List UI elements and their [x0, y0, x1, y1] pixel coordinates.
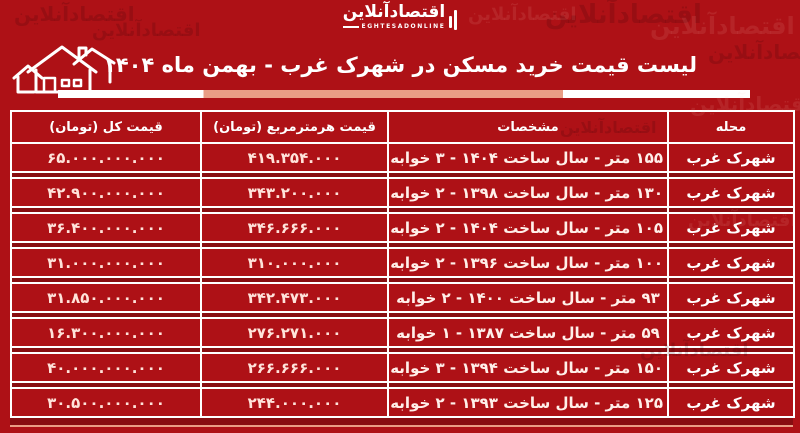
row-gap — [10, 277, 795, 283]
row-gap — [10, 347, 795, 353]
table-row: شهرک غرب ۱۳۰ متر - سال ساخت ۱۳۹۸ - ۲ خوا… — [10, 177, 795, 208]
table-row: شهرک غرب ۱۵۵ متر - سال ساخت ۱۴۰۴ - ۳ خوا… — [10, 142, 795, 173]
column-header-price-per-m2: قیمت هرمترمربع (تومان) — [200, 110, 389, 144]
cell-total-price: ۳۶.۴۰۰.۰۰۰.۰۰۰ — [10, 212, 202, 243]
cell-total-price: ۴۲.۹۰۰.۰۰۰.۰۰۰ — [10, 177, 202, 208]
cell-price-per-m2: ۲۶۶.۶۶۶.۰۰۰ — [200, 352, 389, 383]
cell-total-price: ۳۱.۸۵۰.۰۰۰.۰۰۰ — [10, 282, 202, 313]
cell-total-price: ۶۵.۰۰۰.۰۰۰.۰۰۰ — [10, 142, 202, 173]
cell-total-price: ۳۱.۰۰۰.۰۰۰.۰۰۰ — [10, 247, 202, 278]
column-header-neighborhood: محله — [667, 110, 795, 144]
row-gap — [10, 242, 795, 248]
cell-price-per-m2: ۳۱۰.۰۰۰.۰۰۰ — [200, 247, 389, 278]
cell-neighborhood: شهرک غرب — [667, 212, 795, 243]
row-gap — [10, 207, 795, 213]
cell-price-per-m2: ۲۷۶.۲۷۱.۰۰۰ — [200, 317, 389, 348]
cell-specs: ۱۰۵ متر - سال ساخت ۱۴۰۴ - ۲ خوابه — [387, 212, 669, 243]
cell-neighborhood: شهرک غرب — [667, 387, 795, 418]
cell-specs: ۱۵۰ متر - سال ساخت ۱۳۹۴ - ۳ خوابه — [387, 352, 669, 383]
table-header-row: محله مشخصات قیمت هرمترمربع (تومان) قیمت … — [10, 110, 795, 144]
table-row: شهرک غرب ۱۰۵ متر - سال ساخت ۱۴۰۴ - ۲ خوا… — [10, 212, 795, 243]
cell-neighborhood: شهرک غرب — [667, 352, 795, 383]
logo-underline — [342, 25, 359, 28]
cell-price-per-m2: ۴۱۹.۳۵۴.۰۰۰ — [200, 142, 389, 173]
title-underline-bar — [58, 90, 750, 98]
cell-price-per-m2: ۳۴۶.۶۶۶.۰۰۰ — [200, 212, 389, 243]
table-row: شهرک غرب ۱۲۵ متر - سال ساخت ۱۳۹۳ - ۲ خوا… — [10, 387, 795, 418]
cell-neighborhood: شهرک غرب — [667, 177, 795, 208]
table-bottom-strip — [10, 418, 793, 427]
cell-price-per-m2: ۳۴۳.۲۰۰.۰۰۰ — [200, 177, 389, 208]
site-logo: اقتصادآنلاین EGHTESADONLINE — [0, 2, 800, 30]
cell-specs: ۱۵۵ متر - سال ساخت ۱۴۰۴ - ۳ خوابه — [387, 142, 669, 173]
cell-specs: ۱۰۰ متر - سال ساخت ۱۳۹۶ - ۲ خوابه — [387, 247, 669, 278]
row-gap — [10, 172, 795, 178]
cell-neighborhood: شهرک غرب — [667, 317, 795, 348]
site-logo-persian: اقتصادآنلاین — [342, 2, 446, 22]
site-logo-latin: EGHTESADONLINE — [361, 23, 446, 30]
logo-bars-icon — [449, 10, 458, 30]
price-table-wrap: محله مشخصات قیمت هرمترمربع (تومان) قیمت … — [10, 110, 795, 427]
cell-total-price: ۳۰.۵۰۰.۰۰۰.۰۰۰ — [10, 387, 202, 418]
page-title: لیست قیمت خرید مسکن در شهرک غرب - بهمن م… — [103, 53, 697, 77]
row-gap — [10, 382, 795, 388]
cell-neighborhood: شهرک غرب — [667, 282, 795, 313]
cell-specs: ۹۳ متر - سال ساخت ۱۴۰۰ - ۲ خوابه — [387, 282, 669, 313]
cell-total-price: ۱۶.۳۰۰.۰۰۰.۰۰۰ — [10, 317, 202, 348]
cell-price-per-m2: ۲۴۴.۰۰۰.۰۰۰ — [200, 387, 389, 418]
table-row: شهرک غرب ۵۹ متر - سال ساخت ۱۳۸۷ - ۱ خواب… — [10, 317, 795, 348]
column-header-specs: مشخصات — [387, 110, 669, 144]
cell-price-per-m2: ۳۴۲.۴۷۳.۰۰۰ — [200, 282, 389, 313]
column-header-total-price: قیمت کل (تومان) — [10, 110, 202, 144]
cell-specs: ۱۲۵ متر - سال ساخت ۱۳۹۳ - ۲ خوابه — [387, 387, 669, 418]
table-row: شهرک غرب ۱۵۰ متر - سال ساخت ۱۳۹۴ - ۳ خوا… — [10, 352, 795, 383]
houses-icon — [12, 42, 120, 98]
cell-neighborhood: شهرک غرب — [667, 142, 795, 173]
price-table: محله مشخصات قیمت هرمترمربع (تومان) قیمت … — [10, 110, 795, 418]
row-gap — [10, 312, 795, 318]
cell-specs: ۱۳۰ متر - سال ساخت ۱۳۹۸ - ۲ خوابه — [387, 177, 669, 208]
cell-neighborhood: شهرک غرب — [667, 247, 795, 278]
table-row: شهرک غرب ۹۳ متر - سال ساخت ۱۴۰۰ - ۲ خواب… — [10, 282, 795, 313]
cell-specs: ۵۹ متر - سال ساخت ۱۳۸۷ - ۱ خوابه — [387, 317, 669, 348]
table-row: شهرک غرب ۱۰۰ متر - سال ساخت ۱۳۹۶ - ۲ خوا… — [10, 247, 795, 278]
cell-total-price: ۴۰.۰۰۰.۰۰۰.۰۰۰ — [10, 352, 202, 383]
